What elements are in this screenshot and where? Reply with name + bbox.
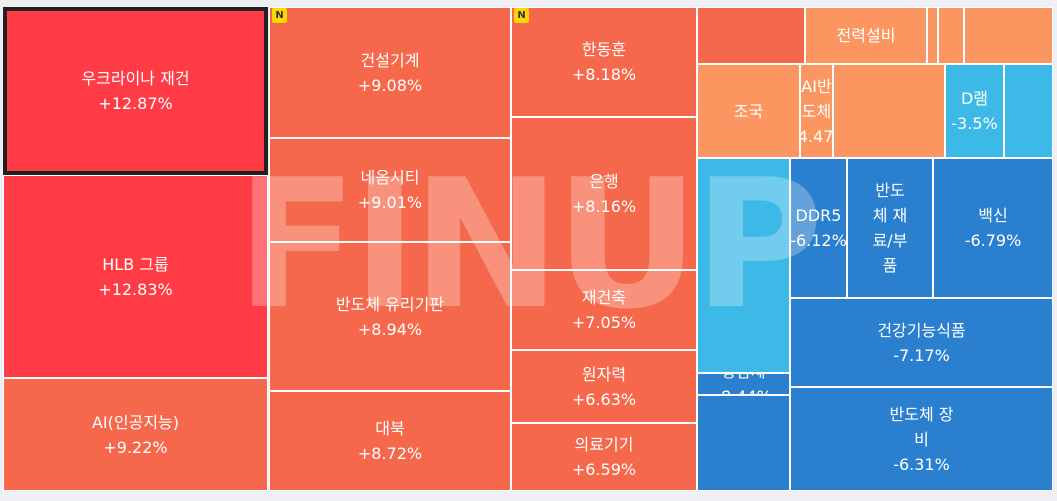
tile-change: +8.72% bbox=[357, 444, 423, 463]
tile-name: 비 bbox=[914, 429, 929, 449]
treemap-tile[interactable] bbox=[1004, 64, 1053, 158]
treemap-tile[interactable]: D램 -3.5% bbox=[945, 64, 1004, 158]
treemap-tile[interactable]: 원자력 +6.63% bbox=[511, 350, 697, 423]
treemap-tile[interactable] bbox=[833, 64, 945, 158]
tile-name: HLB 그룹 bbox=[102, 254, 169, 274]
treemap-tile[interactable]: AI반도체 +4.47% bbox=[800, 64, 833, 158]
tile-change: +6.63% bbox=[571, 389, 637, 409]
tile-name: 건강기능식품 bbox=[877, 320, 966, 340]
tile-name: 건설기계 bbox=[360, 50, 420, 70]
treemap-tile[interactable] bbox=[927, 7, 938, 64]
tile-name: 체 재 bbox=[872, 206, 908, 225]
tile-change: -8.44% bbox=[715, 384, 772, 394]
treemap-tile[interactable]: HLB 그룹 +12.83% bbox=[3, 175, 268, 378]
tile-change: +4.47% bbox=[801, 126, 833, 146]
new-badge: N bbox=[272, 8, 287, 23]
treemap-tile[interactable]: 항암제-8.44% bbox=[697, 373, 790, 395]
tile-change: +8.16% bbox=[571, 196, 637, 216]
tile-name: 반도 bbox=[875, 181, 905, 200]
tile-name: 전력설비 bbox=[836, 26, 896, 45]
tile-change: +9.08% bbox=[357, 75, 423, 95]
treemap-tile[interactable]: 건설기계 +9.08% bbox=[269, 7, 511, 138]
tile-change: -6.12% bbox=[790, 231, 847, 250]
tile-name: 료/부 bbox=[872, 231, 908, 250]
tile-change: +8.18% bbox=[571, 65, 637, 84]
new-badge: N bbox=[514, 8, 529, 23]
tile-name: DDR5 bbox=[795, 206, 842, 225]
tile-name: 재건축 bbox=[581, 288, 627, 307]
tile-name: 조국 bbox=[733, 101, 764, 121]
tile-change: +12.83% bbox=[98, 279, 173, 299]
tile-change: +6.59% bbox=[571, 460, 637, 479]
treemap-tile[interactable] bbox=[697, 395, 790, 491]
treemap-tile[interactable] bbox=[697, 7, 805, 64]
treemap-tile[interactable]: 대북 +8.72% bbox=[269, 391, 511, 491]
tile-change: +7.05% bbox=[571, 313, 637, 332]
treemap-tile[interactable]: AI(인공지능) +9.22% bbox=[3, 378, 268, 491]
tile-change: +8.94% bbox=[357, 319, 423, 339]
treemap-tile[interactable]: DDR5 -6.12% bbox=[790, 158, 847, 298]
tile-name: 항암제 bbox=[721, 374, 765, 384]
treemap-tile[interactable]: 반도체 유리기판 +8.94% bbox=[269, 242, 511, 391]
treemap-tile[interactable]: 건강기능식품 -7.17% bbox=[790, 298, 1053, 387]
treemap-tile[interactable]: 한동훈 +8.18% bbox=[511, 7, 697, 117]
tile-name: 네옴시티 bbox=[360, 168, 420, 187]
tile-name: 우크라이나 재건 bbox=[81, 69, 190, 88]
treemap-tile[interactable]: 은행 +8.16% bbox=[511, 117, 697, 270]
treemap-tile[interactable] bbox=[964, 7, 1053, 64]
treemap-tile[interactable]: 우크라이나 재건 +12.87% bbox=[3, 7, 268, 175]
tile-change: -7.17% bbox=[893, 345, 950, 365]
treemap-tile[interactable] bbox=[938, 7, 964, 64]
tile-name: 반도체 유리기판 bbox=[335, 294, 445, 314]
treemap-tile[interactable]: 재건축 +7.05% bbox=[511, 270, 697, 350]
tile-name: AI(인공지능) bbox=[91, 412, 180, 432]
treemap-tile[interactable]: 백신 -6.79% bbox=[933, 158, 1053, 298]
tile-change: +12.87% bbox=[98, 94, 173, 113]
tile-name: 원자력 bbox=[581, 364, 627, 384]
treemap-tile[interactable]: 조국 bbox=[697, 64, 800, 158]
tile-change: -6.31% bbox=[893, 454, 950, 474]
treemap-tile[interactable] bbox=[697, 158, 790, 373]
tile-name: 반도체 장 bbox=[889, 404, 954, 424]
tile-change: +9.01% bbox=[357, 193, 423, 212]
treemap-tile[interactable]: 네옴시티 +9.01% bbox=[269, 138, 511, 242]
tile-name: AI반도체 bbox=[801, 76, 832, 121]
tile-name: 한동훈 bbox=[581, 40, 627, 59]
tile-change: -6.79% bbox=[964, 231, 1022, 250]
tile-change: -3.5% bbox=[951, 114, 998, 133]
tile-name: 백신 bbox=[978, 206, 1008, 225]
tile-name: D램 bbox=[960, 89, 989, 108]
treemap-tile[interactable]: 의료기기 +6.59% bbox=[511, 423, 697, 491]
tile-change: +9.22% bbox=[103, 437, 168, 457]
tile-name: 품 bbox=[882, 256, 898, 275]
tile-name: 대북 bbox=[375, 419, 405, 438]
treemap-tile[interactable]: 전력설비 bbox=[805, 7, 927, 64]
tile-name: 은행 bbox=[589, 171, 619, 191]
tile-name: 의료기기 bbox=[574, 435, 634, 454]
